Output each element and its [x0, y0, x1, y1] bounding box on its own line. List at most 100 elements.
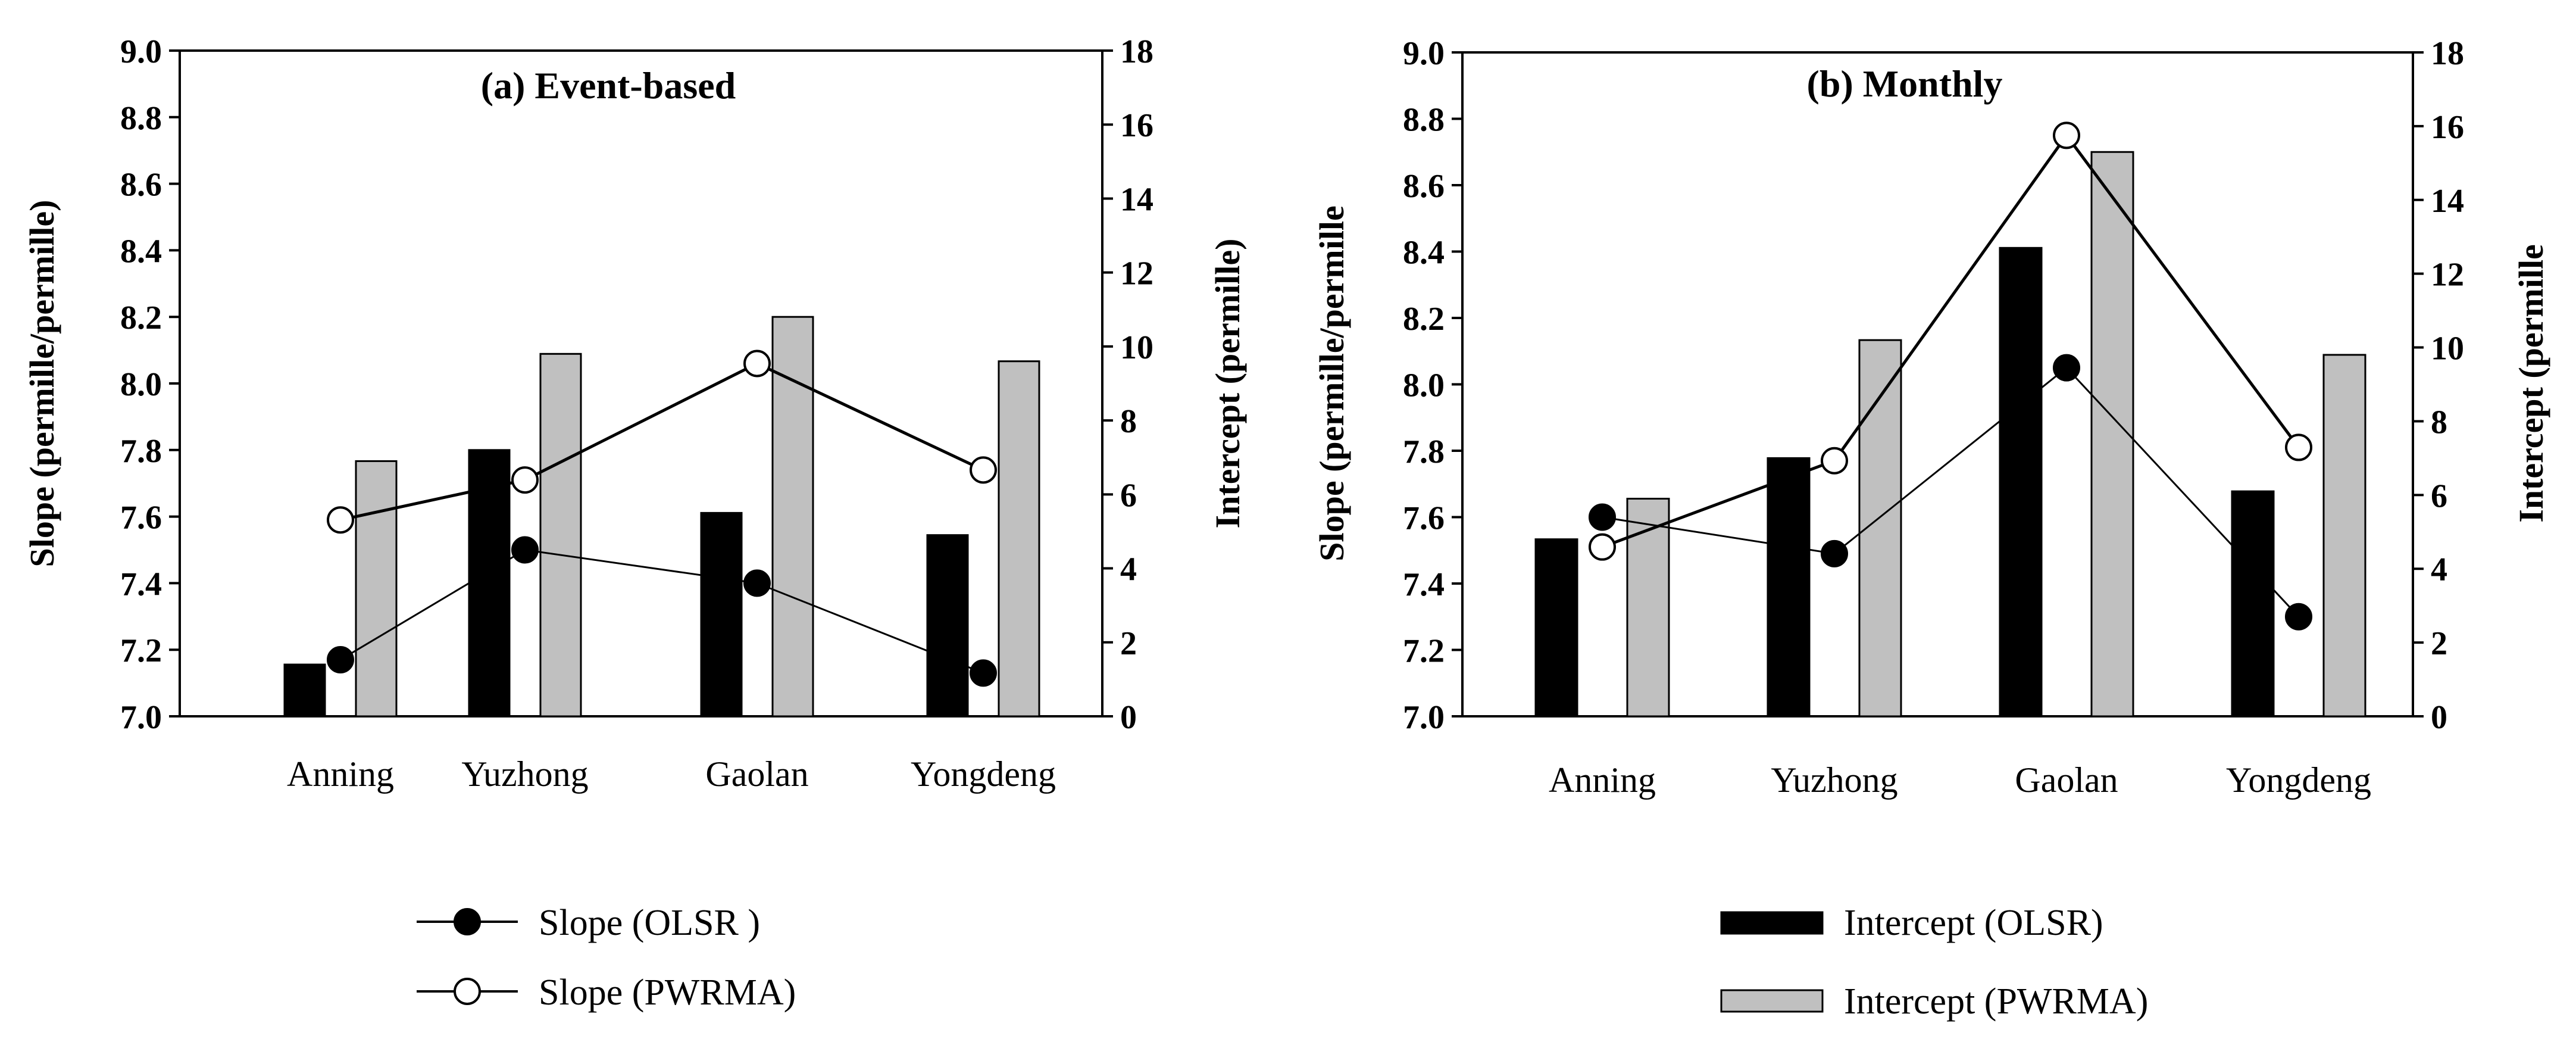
legend-marker-filled [454, 908, 481, 935]
y-left-tick-label: 9.0 [120, 33, 162, 70]
legend-item-intercept-pwrma: Intercept (PWRMA) [1720, 981, 2148, 1022]
bar-intercept-pwrma-gaolan [771, 316, 814, 717]
y-right-tick-label: 0 [2431, 699, 2447, 736]
y-left-tick-label: 7.2 [1403, 633, 1445, 670]
marker-slope-olsr-yuzhong [1821, 539, 1848, 567]
bar-intercept-olsr-yuzhong [1767, 457, 1811, 717]
marker-slope-pwrma-yuzhong [1821, 447, 1848, 475]
y-left-tick-label: 8.4 [1403, 235, 1445, 272]
line-slope-olsr [340, 548, 984, 674]
y-left-tick-label: 7.6 [120, 500, 162, 536]
marker-slope-olsr-yuzhong [511, 536, 539, 564]
y-left-tick-label: 8.6 [1403, 168, 1445, 205]
bar-intercept-olsr-gaolan [700, 511, 743, 717]
legend-item-intercept-olsr: Intercept (OLSR) [1720, 903, 2103, 943]
legend-slope: Slope (OLSR ) Slope (PWRMA) [417, 903, 796, 1013]
y-right-tick-label: 10 [1120, 329, 1153, 366]
x-tick-label-anning: Anning [1549, 760, 1656, 800]
y-left-tick-label: 7.8 [1403, 433, 1445, 470]
bar-intercept-olsr-yuzhong [468, 449, 511, 717]
line-slope-pwrma [340, 361, 984, 522]
y-left-tick-label: 8.4 [120, 233, 162, 270]
y-right-tick-label: 18 [2431, 35, 2464, 72]
y-right-tick-label: 4 [1120, 551, 1137, 588]
marker-slope-olsr-yongdeng [970, 659, 997, 687]
legend-item-slope-olsr: Slope (OLSR ) [417, 903, 760, 943]
y-left-tick-label: 8.8 [1403, 102, 1445, 139]
legend-label-slope-olsr: Slope (OLSR ) [539, 903, 760, 943]
marker-slope-pwrma-anning [327, 506, 354, 534]
marker-slope-pwrma-gaolan [2053, 121, 2080, 149]
y-right-tick-label: 8 [1120, 403, 1137, 440]
bar-intercept-pwrma-yongdeng [998, 360, 1040, 717]
y-left-tick-label: 8.2 [120, 300, 162, 336]
y-right-tick-label: 12 [1120, 255, 1153, 292]
y-left-tick-label: 7.8 [120, 433, 162, 470]
legend-label-intercept-pwrma: Intercept (PWRMA) [1844, 981, 2148, 1022]
bars-group [283, 316, 1040, 717]
bar-intercept-pwrma-yongdeng [2322, 354, 2366, 717]
marker-slope-pwrma-yuzhong [511, 466, 539, 494]
x-tick-label-yongdeng: Yongdeng [911, 754, 1056, 794]
y-axis-left-label: Slope (permille/permille) [23, 200, 61, 567]
x-tick-label-yuzhong: Yuzhong [1771, 760, 1897, 800]
chart-panel-event-based: (a) Event-based 7.0 7.2 7.4 7.6 7.8 8.0 8.2 8.4… [23, 33, 1247, 794]
y-axis-left-label: Slope (permille/permille [1312, 205, 1351, 561]
x-tick-label-yongdeng: Yongdeng [2226, 760, 2371, 800]
y-left-tick-label: 8.0 [120, 366, 162, 403]
chart-title: (b) Monthly [1807, 63, 2003, 105]
lines-group [1602, 133, 2300, 617]
bars-group [1534, 151, 2366, 717]
chart-panel-monthly: (b) Monthly 7.0 7.2 7.4 7.6 7.8 8.0 8.2 8.4 8.6 8… [1312, 35, 2550, 800]
chart-title: (a) Event-based [481, 64, 736, 107]
legend-marker-open [454, 978, 481, 1005]
marker-slope-olsr-anning [327, 645, 354, 673]
y-left-tick-label: 9.0 [1403, 35, 1445, 72]
y-right-tick-label: 16 [1120, 107, 1153, 144]
x-tick-label-yuzhong: Yuzhong [461, 754, 588, 794]
bar-intercept-olsr-anning [283, 663, 326, 717]
marker-slope-olsr-anning [1589, 503, 1616, 531]
line-slope-olsr [1602, 366, 2300, 617]
y-right-tick-label: 10 [2431, 330, 2464, 367]
legend-bar-swatch-gray [1720, 989, 1824, 1013]
y-left-tick-label: 8.2 [1403, 301, 1445, 338]
y-right-tick-label: 2 [2431, 625, 2447, 662]
y-left-tick-label: 7.0 [120, 699, 162, 736]
y-axis-right-label: Intercept (permille [2512, 244, 2550, 523]
marker-slope-olsr-gaolan [2053, 354, 2080, 382]
marker-slope-olsr-yongdeng [2285, 603, 2312, 631]
marker-slope-pwrma-gaolan [743, 350, 771, 378]
legend-item-slope-pwrma: Slope (PWRMA) [417, 972, 796, 1013]
y-left-tick-label: 7.0 [1403, 699, 1445, 736]
bar-intercept-pwrma-gaolan [2090, 151, 2134, 717]
y-left-tick-label: 7.2 [120, 632, 162, 669]
y-left-tick-label: 7.4 [120, 566, 162, 603]
y-left-tick-label: 8.0 [1403, 367, 1445, 404]
line-slope-pwrma [1602, 133, 2300, 549]
x-tick-label-anning: Anning [287, 754, 394, 794]
y-axis-right-ticks: 0 2 4 6 8 10 12 14 16 18 [1102, 33, 1153, 736]
x-tick-label-gaolan: Gaolan [705, 754, 808, 794]
bar-intercept-olsr-gaolan [1999, 247, 2043, 717]
markers-group [327, 350, 997, 687]
y-right-tick-label: 8 [2431, 404, 2447, 441]
y-right-tick-label: 6 [1120, 477, 1137, 514]
y-axis-left-ticks: 7.0 7.2 7.4 7.6 7.8 8.0 8.2 8.4 8.6 8.8 9.0 [1403, 35, 1462, 736]
y-right-tick-label: 0 [1120, 699, 1137, 736]
legend-intercept: Intercept (OLSR) Intercept (PWRMA) [1720, 903, 2148, 1022]
y-right-tick-label: 12 [2431, 257, 2464, 294]
bar-intercept-pwrma-anning [355, 460, 398, 717]
x-axis-categories: Anning Yuzhong Gaolan Yongdeng [1549, 760, 2371, 800]
x-axis-categories: Anning Yuzhong Gaolan Yongdeng [287, 754, 1056, 794]
y-right-tick-label: 6 [2431, 478, 2447, 514]
bar-intercept-olsr-anning [1534, 538, 1578, 717]
marker-slope-olsr-gaolan [743, 569, 771, 597]
legend-label-slope-pwrma: Slope (PWRMA) [539, 972, 796, 1013]
y-left-tick-label: 7.6 [1403, 500, 1445, 537]
y-right-tick-label: 18 [1120, 33, 1153, 70]
y-axis-right-ticks: 0 2 4 6 8 10 12 14 16 18 [2413, 35, 2464, 736]
marker-slope-pwrma-yongdeng [2285, 433, 2312, 461]
bar-intercept-pwrma-yuzhong [539, 352, 582, 717]
legend-label-intercept-olsr: Intercept (OLSR) [1844, 903, 2103, 943]
